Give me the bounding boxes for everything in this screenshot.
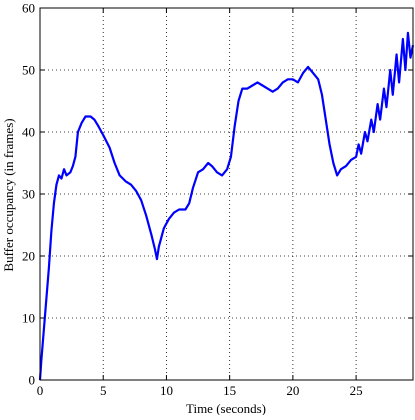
x-axis-title: Time (seconds) [186,401,266,415]
series-line [38,31,415,381]
y-tick-label: 20 [22,249,35,264]
x-tick-label: 5 [100,383,107,398]
y-tick-label: 60 [22,1,35,16]
y-tick-label: 0 [29,373,36,388]
y-axis-title: Buffer occupancy (in frames) [1,118,16,271]
tick-layer: 0 5 10 15 20 25 0 10 20 30 40 50 60 [22,1,413,398]
x-tick-label: 15 [223,383,236,398]
x-tick-label: 20 [286,383,299,398]
series-layer [38,31,415,381]
plot-frame [39,7,414,381]
y-tick-label: 10 [22,311,35,326]
axes-box [39,7,414,381]
x-tick-label: 0 [37,383,44,398]
x-tick-label: 25 [350,383,363,398]
grid-layer [40,8,413,380]
y-tick-label: 50 [22,63,35,78]
x-tick-label: 10 [160,383,173,398]
y-tick-label: 30 [22,187,35,202]
y-tick-label: 40 [22,125,35,140]
